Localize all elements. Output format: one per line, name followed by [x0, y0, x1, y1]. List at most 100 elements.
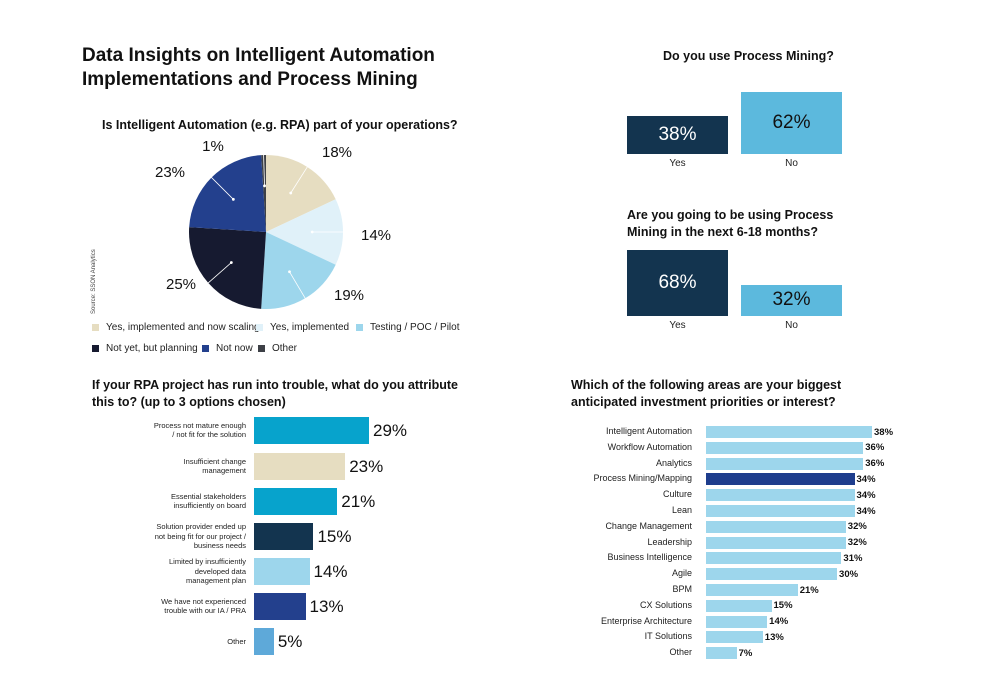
pm-use-bar-chart: 38% Yes 62% No [0, 0, 1000, 200]
trouble-value-label: 23% [349, 457, 384, 476]
pm-bar: 62% [741, 92, 842, 154]
investment-category-label: Leadership [647, 536, 692, 547]
pie-chart-title: Is Intelligent Automation (e.g. RPA) par… [102, 118, 458, 132]
pm-value-label: 38% [658, 124, 697, 145]
investment-bar [706, 552, 842, 565]
trouble-category-label: Solution provider ended up not being fit … [98, 522, 246, 550]
legend-swatch [202, 345, 209, 352]
pm-value-label: 68% [658, 272, 697, 293]
pie-value-label: 23% [155, 164, 185, 181]
pie-slice [261, 232, 336, 309]
investment-value-label: 34% [856, 473, 876, 485]
trouble-bar [254, 453, 346, 480]
investment-bar [706, 505, 855, 517]
pie-leader-line [210, 176, 234, 200]
trouble-value-label: 29% [373, 421, 408, 440]
trouble-category-line: trouble with our IA / PRA [164, 606, 246, 616]
legend-item-scaling: Yes, implemented and now scaling [92, 322, 260, 333]
trouble-value-label: 21% [341, 492, 376, 511]
investment-value-label: 13% [764, 631, 784, 643]
investment-category-label: IT Solutions [644, 631, 692, 642]
trouble-bar [254, 417, 369, 444]
legend-item-testing: Testing / POC / Pilot [356, 322, 459, 333]
pie-chart: 18% 14% 19% 25% 23% 1% [155, 138, 391, 309]
pie-leader-dot [263, 184, 266, 188]
investment-category-label: CX Solutions [639, 599, 692, 610]
pie-slice [188, 227, 266, 309]
investment-bar [706, 599, 772, 612]
pie-leader-line [206, 262, 232, 285]
legend-item-implemented: Yes, implemented [256, 322, 349, 333]
trouble-category-line: business needs [193, 541, 246, 551]
pm-bar: 68% [627, 250, 728, 316]
pm-use-title: Do you use Process Mining? [663, 49, 834, 63]
pm-future-title: Are you going to be using Process Mining… [627, 208, 834, 239]
investment-category-label: Agile [671, 568, 692, 579]
trouble-bar [254, 628, 274, 655]
pm-category-label: Yes [669, 158, 686, 169]
trouble-category-line: Insufficient change [183, 457, 246, 467]
investment-bar [706, 615, 768, 628]
trouble-bar-chart: 29% Process not mature enough / not fit fo… [98, 417, 408, 655]
pm-bar: 32% [741, 284, 842, 316]
investment-value-label: 34% [856, 489, 876, 501]
investment-category-label: Business Intelligence [607, 552, 692, 563]
pie-slice [261, 155, 266, 232]
pie-leader-line [263, 153, 265, 186]
investment-category-label: Process Mining/Mapping [593, 473, 692, 484]
trouble-category-line: / not fit for the solution [172, 430, 246, 440]
investment-category-label: Culture [662, 489, 692, 500]
pie-leader-line [289, 271, 307, 300]
investment-category-label: BPM [672, 584, 692, 594]
trouble-bar [254, 488, 338, 515]
investment-bar [706, 647, 737, 660]
trouble-category-line: developed data [194, 566, 246, 576]
trouble-category-label: Essential stakeholders insufficiently on … [98, 492, 246, 511]
investment-category-label: Lean [671, 505, 692, 515]
trouble-category-line: management [202, 466, 246, 476]
trouble-value-label: 14% [313, 562, 348, 581]
investment-bar [706, 631, 763, 644]
trouble-bar [254, 523, 314, 550]
investment-category-label: Workflow Automation [607, 441, 692, 452]
investment-value-label: 31% [843, 552, 863, 564]
pie-slice [266, 199, 343, 265]
legend-swatch [356, 324, 363, 331]
legend-swatch [258, 345, 265, 352]
investment-bar [706, 441, 864, 454]
investment-bar [706, 584, 798, 596]
pie-leader-line [290, 165, 309, 194]
investment-value-label: 36% [865, 458, 885, 470]
pm-value-label: 62% [772, 112, 811, 133]
trouble-category-label: Insufficient change management [98, 457, 246, 476]
trouble-category-line: Limited by insufficiently [169, 557, 246, 567]
investment-bar [706, 457, 864, 470]
pie-value-label: 14% [361, 227, 391, 244]
trouble-bar [254, 558, 310, 585]
trouble-category-label: Limited by insufficiently developed data m… [98, 557, 246, 585]
investment-value-label: 32% [847, 537, 867, 549]
legend-item-other: Other [258, 343, 297, 354]
legend-swatch [92, 345, 99, 352]
pie-slice [266, 155, 336, 232]
pm-category-label: No [785, 320, 798, 331]
pm-future-bar-chart: 68% Yes 32% No [627, 250, 842, 331]
page-title: Data Insights on Intelligent Automation … [82, 45, 435, 90]
legend-swatch [92, 324, 99, 331]
pm-bar: 38% [627, 116, 728, 154]
investment-category-label: Change Management [605, 520, 692, 531]
trouble-category-label: Process not mature enough / not fit for t… [98, 421, 246, 440]
pie-value-label: 18% [322, 144, 352, 161]
investment-value-label: 30% [839, 568, 859, 580]
trouble-category-line: Other [227, 636, 246, 646]
investment-bar [706, 536, 846, 549]
trouble-category-label: We have not experienced trouble with our … [98, 597, 246, 616]
investment-bar [706, 426, 872, 438]
investment-chart-title: Which of the following areas are your bi… [571, 378, 842, 409]
trouble-category-line: insufficiently on board [173, 501, 246, 511]
pm-category-label: No [785, 158, 798, 169]
investment-category-label: Other [669, 647, 692, 658]
trouble-value-label: 5% [277, 632, 303, 651]
trouble-bar [254, 593, 306, 620]
